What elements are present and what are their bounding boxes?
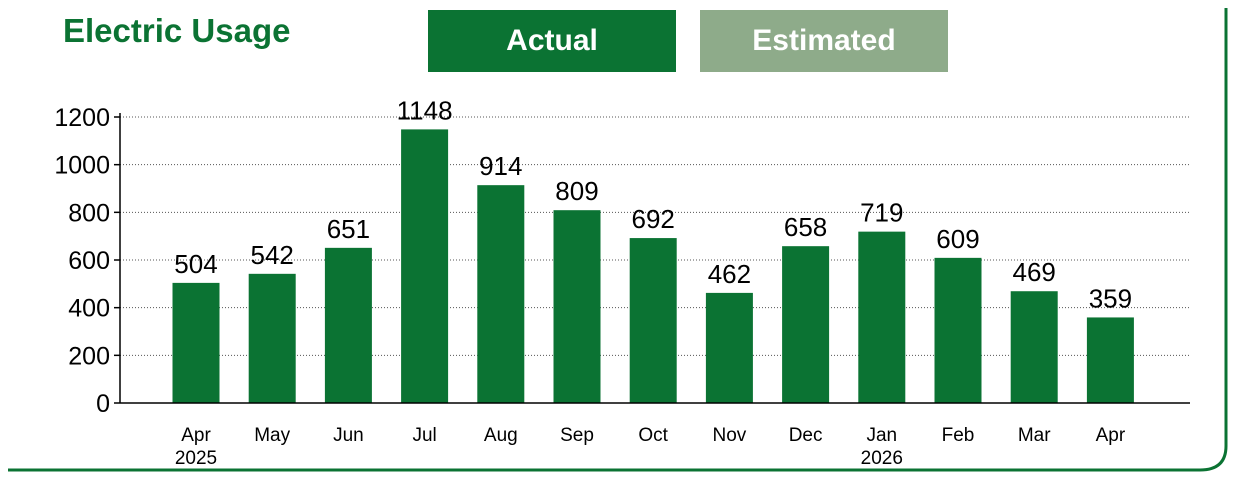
data-label-1: 542 <box>251 240 294 270</box>
x-tick-label-7: Nov <box>713 425 747 446</box>
x-tick-year-0: 2025 <box>175 448 217 469</box>
legend-estimated-button[interactable]: Estimated <box>700 10 948 72</box>
y-tick-label-800: 800 <box>68 199 110 227</box>
data-label-11: 469 <box>1013 257 1056 287</box>
x-tick-label-1: May <box>254 425 290 446</box>
bar-7[interactable] <box>705 292 753 403</box>
legend-actual-button[interactable]: Actual <box>428 10 676 72</box>
x-tick-label-10: Feb <box>942 425 975 446</box>
data-label-7: 462 <box>708 259 751 289</box>
y-tick-label-1200: 1200 <box>54 104 110 132</box>
data-label-5: 809 <box>555 176 598 206</box>
x-tick-label-5: Sep <box>560 425 594 446</box>
y-tick-label-0: 0 <box>96 390 110 418</box>
data-label-6: 692 <box>632 204 675 234</box>
bar-12[interactable] <box>1086 317 1134 403</box>
data-label-10: 609 <box>936 224 979 254</box>
bar-8[interactable] <box>782 246 830 403</box>
bar-10[interactable] <box>934 257 982 403</box>
bar-5[interactable] <box>553 210 601 403</box>
bar-0[interactable] <box>172 282 220 403</box>
data-label-8: 658 <box>784 212 827 242</box>
x-tick-label-4: Aug <box>484 425 518 446</box>
y-tick-label-200: 200 <box>68 342 110 370</box>
y-axis-ticks: 0 200 400 600 800 1000 1200 <box>54 104 110 418</box>
bar-9[interactable] <box>858 231 906 403</box>
data-label-2: 651 <box>327 214 370 244</box>
bar-11[interactable] <box>1010 291 1058 403</box>
x-tick-label-9: Jan <box>866 425 897 446</box>
y-tick-label-400: 400 <box>68 295 110 323</box>
x-tick-year-9: 2026 <box>861 448 903 469</box>
x-tick-label-11: Mar <box>1018 425 1051 446</box>
bars <box>172 129 1134 404</box>
y-tick-label-600: 600 <box>68 247 110 275</box>
data-label-12: 359 <box>1089 283 1132 313</box>
data-labels: 504 542 651 1148 914 809 692 462 658 719 609 469 359 <box>174 95 1132 313</box>
chart-title: Electric Usage <box>63 12 291 49</box>
y-tick-label-1000: 1000 <box>54 152 110 180</box>
x-tick-label-6: Oct <box>638 425 668 446</box>
data-label-3: 1148 <box>397 95 453 125</box>
x-tick-label-3: Jul <box>412 425 436 446</box>
data-label-4: 914 <box>479 151 522 181</box>
bar-4[interactable] <box>477 185 525 403</box>
bar-6[interactable] <box>629 238 677 403</box>
x-tick-label-2: Jun <box>333 425 364 446</box>
x-tick-label-0: Apr <box>181 425 211 446</box>
bar-3[interactable] <box>401 129 449 404</box>
x-tick-label-12: Apr <box>1096 425 1126 446</box>
x-tick-label-8: Dec <box>789 425 823 446</box>
bar-2[interactable] <box>324 247 372 403</box>
data-label-9: 719 <box>860 198 903 228</box>
bar-1[interactable] <box>248 273 296 403</box>
data-label-0: 504 <box>174 249 217 279</box>
